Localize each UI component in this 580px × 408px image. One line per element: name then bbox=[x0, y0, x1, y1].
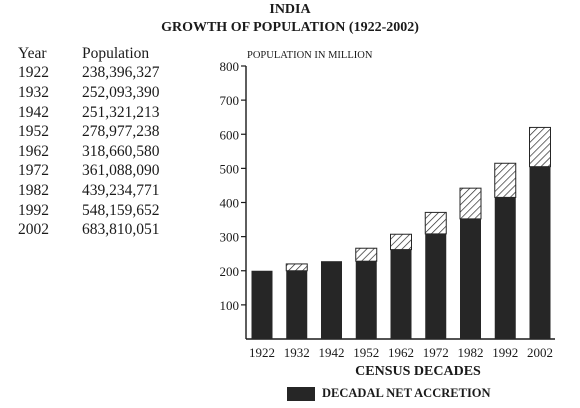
x-tick-label: 2002 bbox=[527, 345, 553, 360]
year-cell: 1932 bbox=[18, 83, 49, 101]
bar-population bbox=[460, 218, 481, 339]
table-header-row: Year Population bbox=[18, 44, 160, 64]
y-tick-label: 700 bbox=[220, 93, 240, 108]
legend-swatch bbox=[287, 386, 315, 401]
y-tick-label: 200 bbox=[220, 264, 240, 279]
y-tick-label: 800 bbox=[220, 59, 240, 74]
bar-decadal-accretion bbox=[459, 187, 482, 220]
population-cell: 251,321,213 bbox=[82, 103, 160, 121]
x-tick-label: 1942 bbox=[319, 345, 345, 360]
y-tick-label: 500 bbox=[220, 161, 240, 176]
population-cell: 439,234,771 bbox=[82, 181, 160, 199]
y-tick-label: 100 bbox=[220, 298, 240, 313]
bar-decadal-accretion bbox=[529, 126, 551, 168]
x-tick-label: 1972 bbox=[423, 345, 449, 360]
bar-population bbox=[390, 249, 412, 339]
table-row: 1942 251,321,213 bbox=[18, 103, 160, 123]
bar-decadal-accretion bbox=[355, 247, 378, 262]
table-row: 1922 238,396,327 bbox=[18, 64, 160, 84]
chart-title: INDIA bbox=[269, 2, 311, 17]
x-tick-label: 1992 bbox=[492, 345, 518, 360]
year-cell: 1942 bbox=[18, 103, 49, 121]
x-tick-label: 1982 bbox=[458, 345, 484, 360]
table-row: 1982 439,234,771 bbox=[18, 181, 160, 201]
y-tick-label: 400 bbox=[220, 196, 240, 211]
bar-decadal-accretion bbox=[390, 233, 412, 251]
year-cell: 1962 bbox=[18, 142, 49, 160]
table-row: 1932 252,093,390 bbox=[18, 83, 160, 103]
table-row: 1992 548,159,652 bbox=[18, 201, 160, 221]
bar-population bbox=[529, 166, 551, 339]
y-tick-label: 600 bbox=[220, 127, 240, 142]
x-axis-title: CENSUS DECADES bbox=[355, 364, 481, 379]
legend-label: DECADAL NET ACCRETION bbox=[322, 386, 491, 400]
year-cell: 1982 bbox=[18, 181, 49, 199]
bar-population bbox=[321, 261, 342, 339]
year-cell: 1972 bbox=[18, 162, 49, 180]
year-cell: 2002 bbox=[18, 221, 49, 239]
population-table: Year Population 1922 238,396,327 1932 252,… bbox=[18, 44, 160, 240]
year-cell: 1952 bbox=[18, 123, 49, 141]
table-row: 1972 361,088,090 bbox=[18, 162, 160, 182]
population-cell: 361,088,090 bbox=[82, 162, 160, 180]
x-tick-label: 1952 bbox=[353, 345, 379, 360]
population-cell: 252,093,390 bbox=[82, 83, 160, 101]
x-tick-label: 1922 bbox=[249, 345, 275, 360]
population-cell: 278,977,238 bbox=[82, 123, 160, 141]
bar-population bbox=[355, 261, 377, 339]
y-tick-label: 300 bbox=[220, 230, 240, 245]
population-cell: 683,810,051 bbox=[82, 221, 160, 239]
bar-decadal-accretion bbox=[285, 263, 308, 272]
x-tick-label: 1932 bbox=[284, 345, 310, 360]
table-row: 1952 278,977,238 bbox=[18, 122, 160, 142]
year-cell: 1922 bbox=[18, 64, 49, 82]
bar-decadal-accretion bbox=[494, 162, 517, 198]
bar-decadal-accretion bbox=[424, 211, 447, 235]
bar-population bbox=[494, 197, 516, 339]
y-axis-title: POPULATION IN MILLION bbox=[247, 50, 373, 61]
population-cell: 548,159,652 bbox=[82, 201, 160, 219]
chart-subtitle: GROWTH OF POPULATION (1922-2002) bbox=[161, 20, 419, 35]
bar-population bbox=[425, 233, 447, 339]
table-row: 2002 683,810,051 bbox=[18, 220, 160, 240]
population-cell: 318,660,580 bbox=[82, 142, 160, 160]
year-cell: 1992 bbox=[18, 201, 49, 219]
bar-population bbox=[251, 270, 273, 339]
bar-population bbox=[286, 270, 308, 339]
column-header-year: Year bbox=[18, 44, 47, 62]
x-tick-label: 1962 bbox=[388, 345, 414, 360]
table-row: 1962 318,660,580 bbox=[18, 142, 160, 162]
legend: DECADAL NET ACCRETION bbox=[287, 386, 491, 401]
population-cell: 238,396,327 bbox=[82, 64, 160, 82]
column-header-population: Population bbox=[82, 44, 150, 62]
